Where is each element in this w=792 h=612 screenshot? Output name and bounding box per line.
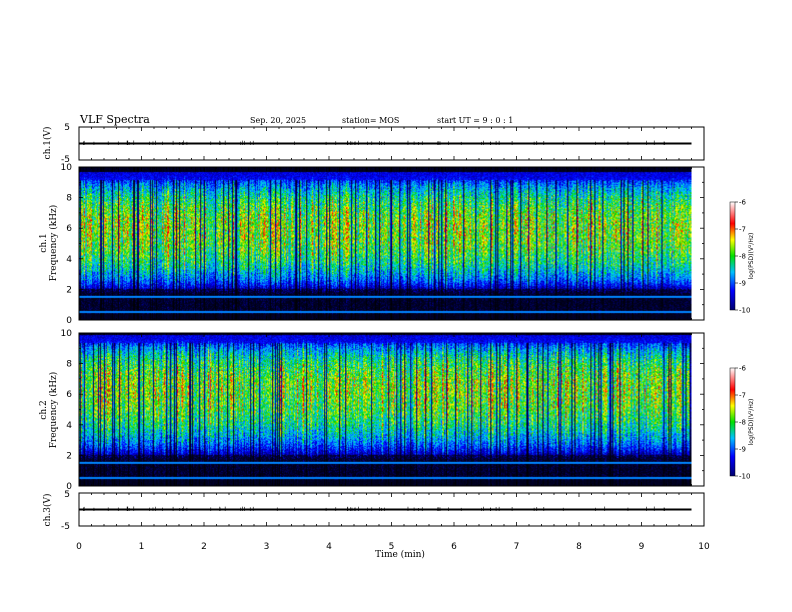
- ch1-spectrogram-ytick-label-8: 8: [66, 194, 72, 204]
- ch1-waveform-ylabel: ch.1(V): [42, 127, 53, 160]
- time-tick-label-5: 5: [389, 542, 395, 552]
- ch1-spectrogram-ylabel-line1: ch.1: [39, 233, 49, 252]
- ch2-colorbar: [729, 367, 736, 477]
- ch2-spectrogram-cb-tick-label: -8: [739, 419, 746, 427]
- time-tick-label-1: 1: [139, 542, 145, 552]
- ch1-spectrogram-ytick-label-10: 10: [61, 163, 73, 173]
- ch2-spectrogram-ytick-label-4: 4: [66, 421, 72, 431]
- ch2-spectrogram-cb-tick-label: -7: [739, 392, 746, 400]
- ch3-ytick-bottom: -5: [61, 522, 70, 532]
- time-tick-label-7: 7: [514, 542, 520, 552]
- time-tick-label-8: 8: [576, 542, 582, 552]
- figure-title: VLF Spectra: [79, 113, 150, 126]
- ch3-waveform-trace: [79, 492, 692, 527]
- time-tick-label-6: 6: [451, 542, 457, 552]
- ch2-spectrogram-cb-tick-label: -10: [739, 473, 750, 481]
- time-tick-label-9: 9: [639, 542, 645, 552]
- ch1-spectrogram-cb-tick-label: -6: [739, 199, 747, 207]
- ch1-waveform-trace: [79, 126, 692, 161]
- ch1-colorbar-label: log(PSD)(V²/Hz): [748, 233, 755, 280]
- ch1-spectrogram-ytick-label-0: 0: [66, 316, 72, 326]
- ch2-spectrogram-ytick-label-8: 8: [66, 360, 72, 370]
- time-axis-tick-labels: 0 1 2 3 4 5 6 7 8 9 10: [76, 542, 710, 552]
- ch2-spectrogram-ytick-label-6: 6: [66, 390, 72, 400]
- ch2-spectrogram-cb-tick-label: -6: [739, 365, 747, 373]
- ch2-colorbar-ticks: -6 -7 -8 -9 -10: [735, 365, 750, 481]
- ch2-spectrogram-ytick-label-2: 2: [66, 451, 72, 461]
- ch2-spectrogram-panel: 0 2 4 6 8 10 ch.2 Frequency (kHz) -6 -7 -8 -9 -10…: [39, 329, 755, 492]
- time-axis-label: Time (min): [375, 549, 425, 560]
- ch1-spectrogram-cb-tick-label: -8: [739, 253, 746, 261]
- ch1-spectrogram-ylabel-line2: Frequency (kHz): [48, 205, 59, 282]
- ch2-colorbar-label: log(PSD)(V²/Hz): [748, 399, 755, 446]
- ch2-spectrogram-ylabel-line1: ch.2: [39, 400, 49, 419]
- ch2-spectrogram-ylabel-line2: Frequency (kHz): [48, 372, 59, 449]
- ch1-ytick-bottom: -5: [61, 155, 70, 165]
- date-label: Sep. 20, 2025: [250, 116, 306, 125]
- time-tick-label-2: 2: [201, 542, 207, 552]
- ch1-colorbar: [729, 201, 736, 311]
- ch3-waveform-ylabel: ch.3(V): [42, 494, 53, 527]
- ch2-spectrogram-cb-tick-label: -9: [739, 446, 746, 454]
- ch2-spectrogram-yticks: 0 2 4 6 8 10: [61, 329, 704, 492]
- ch1-spectrogram-ytick-label-4: 4: [66, 255, 72, 265]
- time-tick-label-3: 3: [264, 542, 270, 552]
- ch1-spectrogram-yticks: 0 2 4 6 8 10: [61, 163, 704, 326]
- ch2-spectrogram-image: [79, 333, 692, 486]
- ch1-colorbar-ticks: -6 -7 -8 -9 -10: [735, 199, 750, 315]
- ch1-spectrogram-ytick-label-6: 6: [66, 224, 72, 234]
- ch2-spectrogram-ytick-label-0: 0: [66, 482, 72, 492]
- ch1-spectrogram-cb-tick-label: -10: [739, 307, 750, 315]
- start-time-label: start UT = 9 : 0 : 1: [437, 116, 513, 125]
- ch1-spectrogram-panel: 0 2 4 6 8 10 ch.1 Frequency (kHz) -6 -7 -8 -9 -10…: [39, 163, 755, 326]
- ch3-ytick-top: 5: [64, 490, 70, 500]
- ch1-spectrogram-cb-tick-label: -9: [739, 280, 746, 288]
- ch1-spectrogram-ytick-label-2: 2: [66, 285, 72, 295]
- time-tick-label-4: 4: [326, 542, 332, 552]
- time-tick-label-0: 0: [76, 542, 82, 552]
- ch1-spectrogram-image: [79, 167, 692, 320]
- ch1-ytick-top: 5: [64, 123, 70, 133]
- ch1-spectrogram-cb-tick-label: -7: [739, 226, 746, 234]
- time-tick-label-10: 10: [698, 542, 710, 552]
- ch2-spectrogram-ytick-label-10: 10: [61, 329, 73, 339]
- station-label: station= MOS: [342, 116, 399, 125]
- time-axis-ticks: [78, 127, 705, 526]
